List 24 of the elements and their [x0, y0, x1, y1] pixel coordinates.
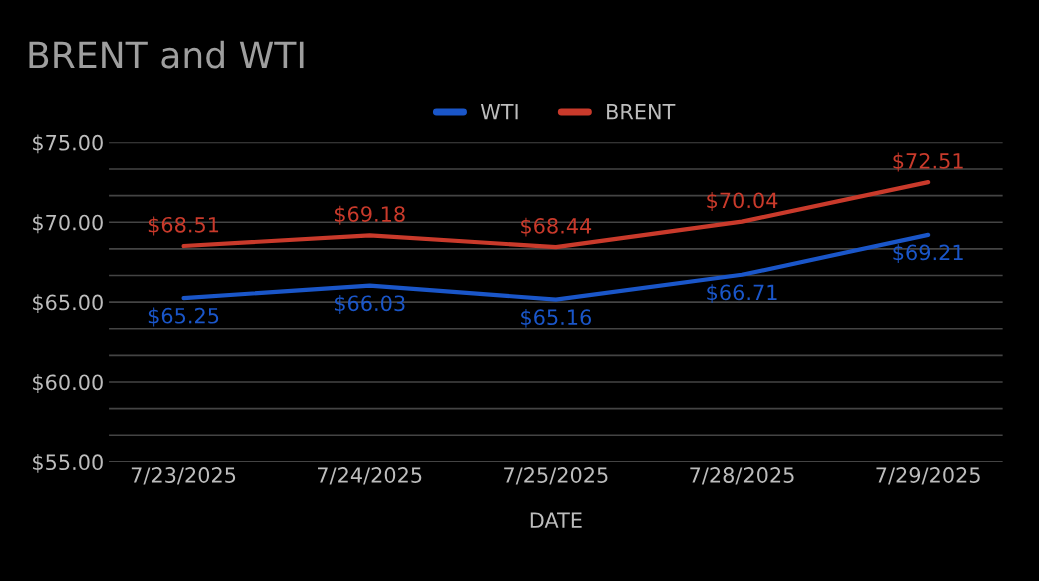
x-tick-label: 7/24/2025 [318, 467, 422, 485]
data-label: $68.51 [148, 216, 219, 236]
x-tick-label: 7/23/2025 [131, 467, 236, 485]
data-label: $66.03 [334, 295, 405, 314]
data-label: $65.25 [148, 307, 219, 327]
x-tick-label: 7/28/2025 [690, 467, 794, 485]
x-tick-label: 7/29/2025 [876, 467, 980, 485]
data-label: $72.51 [893, 152, 963, 172]
data-label: $70.04 [707, 192, 778, 211]
legend-label: WTI [480, 104, 518, 120]
legend-label: BRENT [607, 104, 676, 120]
data-label: $68.44 [521, 217, 592, 237]
data-label: $66.71 [707, 284, 777, 304]
data-label: $69.18 [334, 205, 405, 225]
y-tick-label: $60.00 [33, 374, 103, 393]
data-label: $65.16 [521, 308, 591, 328]
y-tick-label: $55.00 [33, 453, 103, 473]
y-tick-label: $65.00 [33, 294, 103, 314]
y-tick-label: $75.00 [33, 134, 103, 154]
data-label: $69.21 [893, 244, 963, 264]
x-axis-title: DATE [530, 512, 582, 528]
chart-title: BRENT and WTI [29, 40, 304, 69]
y-tick-label: $70.00 [33, 214, 103, 234]
x-tick-label: 7/25/2025 [504, 467, 608, 485]
